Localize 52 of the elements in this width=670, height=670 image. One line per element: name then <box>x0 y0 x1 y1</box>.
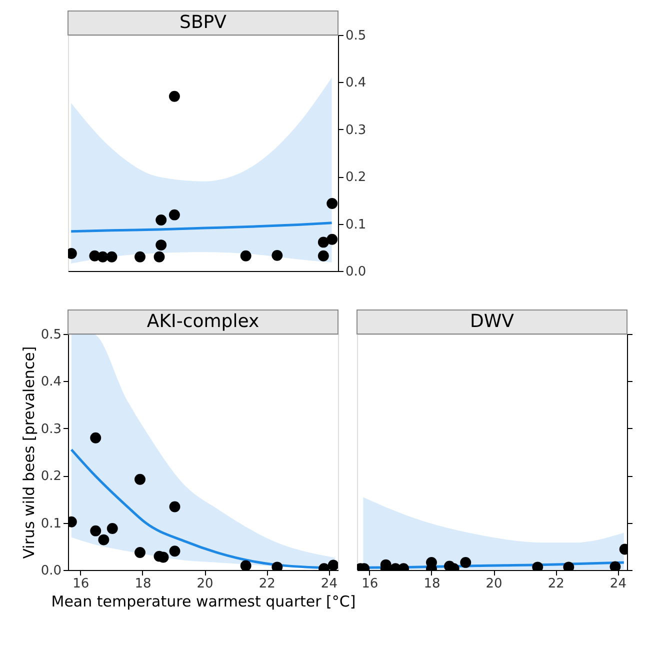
y-tick-label: 0.3 <box>346 122 366 138</box>
point <box>90 525 102 536</box>
x-tick-label: 22 <box>258 576 276 592</box>
chart-title: SBPV <box>180 12 228 33</box>
y-tick-label: 0.5 <box>40 328 62 342</box>
chart-title: AKI-complex <box>146 311 260 332</box>
point <box>326 234 338 245</box>
y-tick-label: 0.5 <box>346 28 366 44</box>
point <box>168 209 180 220</box>
x-axis-title: Mean temperature warmest quarter [°C] <box>51 592 356 610</box>
x-tick-label: 24 <box>320 576 338 592</box>
point <box>169 546 180 557</box>
point <box>156 214 167 226</box>
point <box>134 547 146 558</box>
point <box>156 240 167 251</box>
y-tick-label: 0.2 <box>40 469 62 484</box>
point <box>240 250 252 262</box>
chart-title: DWV <box>470 311 515 332</box>
x-tick-label: 22 <box>548 576 564 592</box>
point <box>134 251 146 262</box>
x-tick-label: 20 <box>196 576 214 592</box>
point <box>154 251 165 262</box>
point <box>90 432 102 444</box>
point <box>134 474 146 485</box>
point <box>106 523 118 534</box>
point <box>98 534 110 546</box>
y-tick-label: 0.4 <box>346 76 366 91</box>
point <box>328 560 338 570</box>
y-tick-label: 0.1 <box>346 217 366 232</box>
point <box>318 236 329 248</box>
x-tick-label: 18 <box>424 576 440 592</box>
line-series <box>70 222 334 233</box>
x-tick-label: 18 <box>134 576 152 592</box>
x-tick-label: 24 <box>610 576 626 592</box>
x-tick-label: 16 <box>362 576 378 592</box>
y-tick-label: 0.3 <box>40 422 62 437</box>
y-tick-label: 0.2 <box>346 170 366 186</box>
point <box>326 198 338 209</box>
x-tick-label: 16 <box>72 576 90 592</box>
y-tick-label: 0.0 <box>346 264 366 280</box>
point <box>168 90 180 102</box>
point <box>318 250 329 262</box>
y-axis-title: Virus wild bees [prevalence] <box>20 346 38 559</box>
point <box>169 501 180 512</box>
point <box>106 251 118 262</box>
y-tick-label: 0.0 <box>40 564 62 578</box>
point <box>240 560 252 570</box>
y-tick-label: 0.4 <box>40 374 62 390</box>
point <box>272 250 283 261</box>
y-tick-label: 0.1 <box>40 516 62 532</box>
x-tick-label: 20 <box>486 576 502 592</box>
point <box>97 251 108 262</box>
